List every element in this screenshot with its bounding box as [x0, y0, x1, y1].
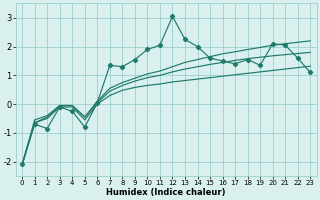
X-axis label: Humidex (Indice chaleur): Humidex (Indice chaleur)	[107, 188, 226, 197]
